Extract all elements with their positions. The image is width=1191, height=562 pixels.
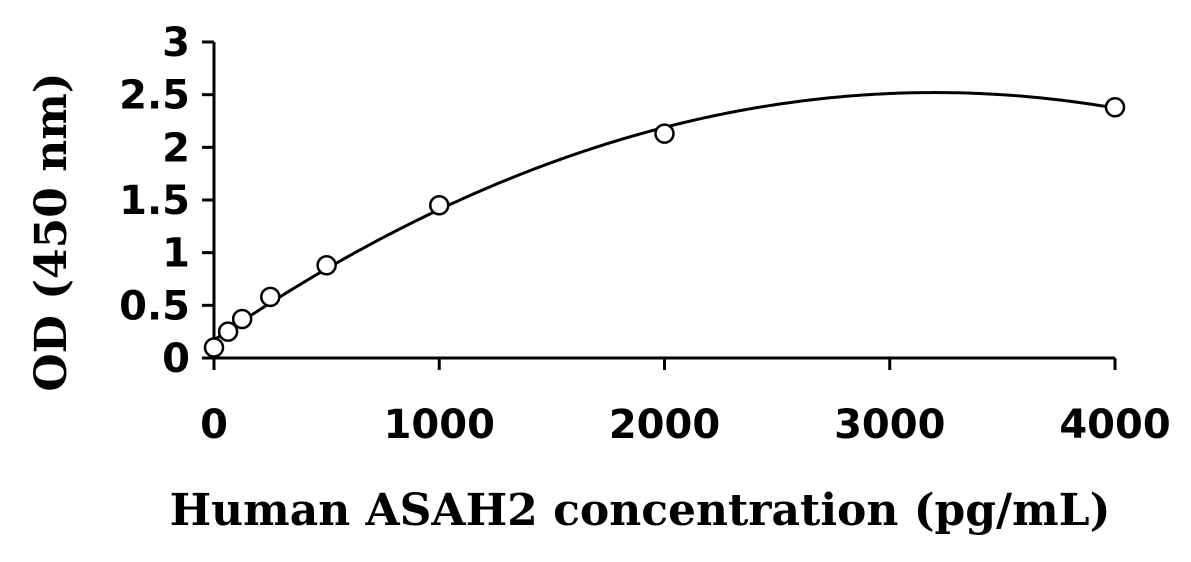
x-tick-label: 1000 xyxy=(384,402,495,448)
tick-labels: 0 0.5 1 1.5 2 2.5 3 0 1000 2000 3000 4000 xyxy=(119,20,1171,448)
x-tick-label: 3000 xyxy=(834,402,945,448)
y-tick-label: 1 xyxy=(162,231,190,277)
data-point xyxy=(1104,97,1126,118)
data-point xyxy=(429,195,450,216)
y-tick-label: 3 xyxy=(162,20,190,66)
x-axis-title: Human ASAH2 concentration (pg/mL) xyxy=(170,485,1111,536)
x-tick-label: 0 xyxy=(200,402,228,448)
y-tick-label: 2 xyxy=(162,125,190,171)
x-tick-label: 2000 xyxy=(609,402,720,448)
y-tick-label: 2.5 xyxy=(119,73,190,119)
data-point xyxy=(231,308,253,330)
data-point xyxy=(217,321,239,342)
axes xyxy=(212,42,1115,360)
x-tick-label: 4000 xyxy=(1059,402,1170,448)
data-point xyxy=(260,286,281,308)
y-tick-label: 0.5 xyxy=(119,283,190,329)
tick-marks xyxy=(202,40,1117,370)
data-points xyxy=(203,97,1126,358)
data-point xyxy=(654,123,675,144)
data-point xyxy=(316,255,337,276)
y-axis-title: OD (450 nm) xyxy=(26,72,77,391)
data-point xyxy=(203,337,225,358)
y-tick-label: 1.5 xyxy=(119,178,190,224)
y-tick-label: 0 xyxy=(162,336,190,382)
